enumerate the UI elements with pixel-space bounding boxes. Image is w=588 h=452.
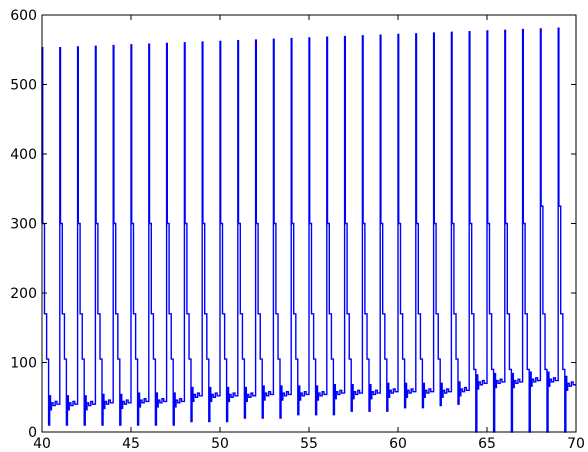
x-tick-label: 45 <box>122 436 140 452</box>
y-tick-label: 0 <box>28 425 37 441</box>
x-tick-label: 70 <box>567 436 585 452</box>
series-line <box>41 27 576 433</box>
y-axis-tick-labels: 0 100 200 300 400 500 600 <box>10 8 37 441</box>
y-tick-label: 600 <box>10 8 37 24</box>
x-tick-label: 60 <box>389 436 407 452</box>
x-tick-label: 50 <box>211 436 229 452</box>
y-tick-label: 500 <box>10 78 37 94</box>
x-tick-label: 40 <box>33 436 51 452</box>
plot-area <box>41 14 577 433</box>
y-tick-label: 200 <box>10 286 37 302</box>
x-axis-tick-labels: 40 45 50 55 60 65 70 <box>33 436 585 452</box>
y-tick-label: 100 <box>10 356 37 372</box>
x-tick-label: 65 <box>478 436 496 452</box>
y-tick-label: 400 <box>10 147 37 163</box>
y-tick-label: 300 <box>10 217 37 233</box>
x-tick-label: 55 <box>300 436 318 452</box>
axis-ticks <box>41 14 577 433</box>
